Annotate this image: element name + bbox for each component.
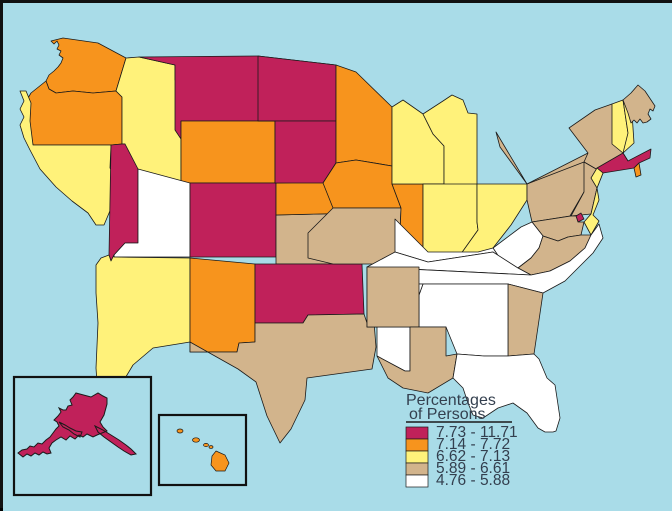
svg-text:4.76 - 5.88: 4.76 - 5.88 — [436, 472, 510, 489]
svg-text:of Persons: of Persons — [409, 406, 485, 423]
